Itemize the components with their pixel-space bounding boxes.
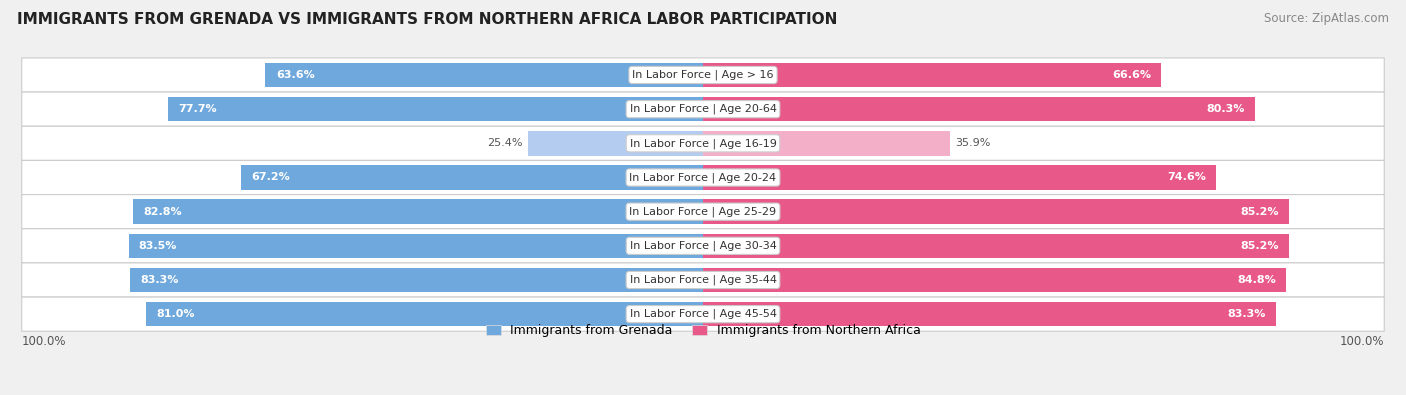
Bar [146,302,703,326]
Bar [129,268,703,292]
Text: In Labor Force | Age 35-44: In Labor Force | Age 35-44 [630,275,776,285]
FancyBboxPatch shape [21,126,1385,160]
Text: In Labor Force | Age 20-64: In Labor Force | Age 20-64 [630,104,776,115]
Text: 85.2%: 85.2% [1240,241,1279,251]
FancyBboxPatch shape [21,263,1385,297]
Bar [703,63,1161,87]
Text: In Labor Force | Age 20-24: In Labor Force | Age 20-24 [630,172,776,183]
Text: 83.3%: 83.3% [1227,309,1265,319]
Text: 25.4%: 25.4% [488,138,523,149]
Bar [266,63,703,87]
Text: 83.5%: 83.5% [139,241,177,251]
Text: 80.3%: 80.3% [1206,104,1246,114]
FancyBboxPatch shape [21,297,1385,331]
Bar [703,233,1289,258]
Text: 85.2%: 85.2% [1240,207,1279,217]
Text: 67.2%: 67.2% [252,173,290,182]
Bar [703,302,1277,326]
FancyBboxPatch shape [21,229,1385,263]
Text: 74.6%: 74.6% [1167,173,1206,182]
Bar [703,165,1216,190]
Bar [240,165,703,190]
Text: 81.0%: 81.0% [156,309,194,319]
Text: 100.0%: 100.0% [22,335,66,348]
Text: In Labor Force | Age > 16: In Labor Force | Age > 16 [633,70,773,80]
Legend: Immigrants from Grenada, Immigrants from Northern Africa: Immigrants from Grenada, Immigrants from… [481,320,925,342]
Bar [134,199,703,224]
Text: Source: ZipAtlas.com: Source: ZipAtlas.com [1264,12,1389,25]
Text: In Labor Force | Age 25-29: In Labor Force | Age 25-29 [630,207,776,217]
FancyBboxPatch shape [21,195,1385,229]
Text: In Labor Force | Age 30-34: In Labor Force | Age 30-34 [630,241,776,251]
Bar [703,199,1289,224]
Text: 66.6%: 66.6% [1112,70,1152,80]
Bar [703,131,950,156]
FancyBboxPatch shape [21,58,1385,92]
Text: 77.7%: 77.7% [179,104,218,114]
FancyBboxPatch shape [21,92,1385,126]
Text: 82.8%: 82.8% [143,207,183,217]
Text: 84.8%: 84.8% [1237,275,1277,285]
Text: IMMIGRANTS FROM GRENADA VS IMMIGRANTS FROM NORTHERN AFRICA LABOR PARTICIPATION: IMMIGRANTS FROM GRENADA VS IMMIGRANTS FR… [17,12,837,27]
Bar [169,97,703,122]
Text: 63.6%: 63.6% [276,70,315,80]
Text: 100.0%: 100.0% [1340,335,1384,348]
Text: 83.3%: 83.3% [141,275,179,285]
Bar [128,233,703,258]
FancyBboxPatch shape [21,160,1385,195]
Bar [529,131,703,156]
Text: 35.9%: 35.9% [956,138,991,149]
Text: In Labor Force | Age 45-54: In Labor Force | Age 45-54 [630,309,776,320]
Text: In Labor Force | Age 16-19: In Labor Force | Age 16-19 [630,138,776,149]
Bar [703,268,1286,292]
Bar [703,97,1256,122]
